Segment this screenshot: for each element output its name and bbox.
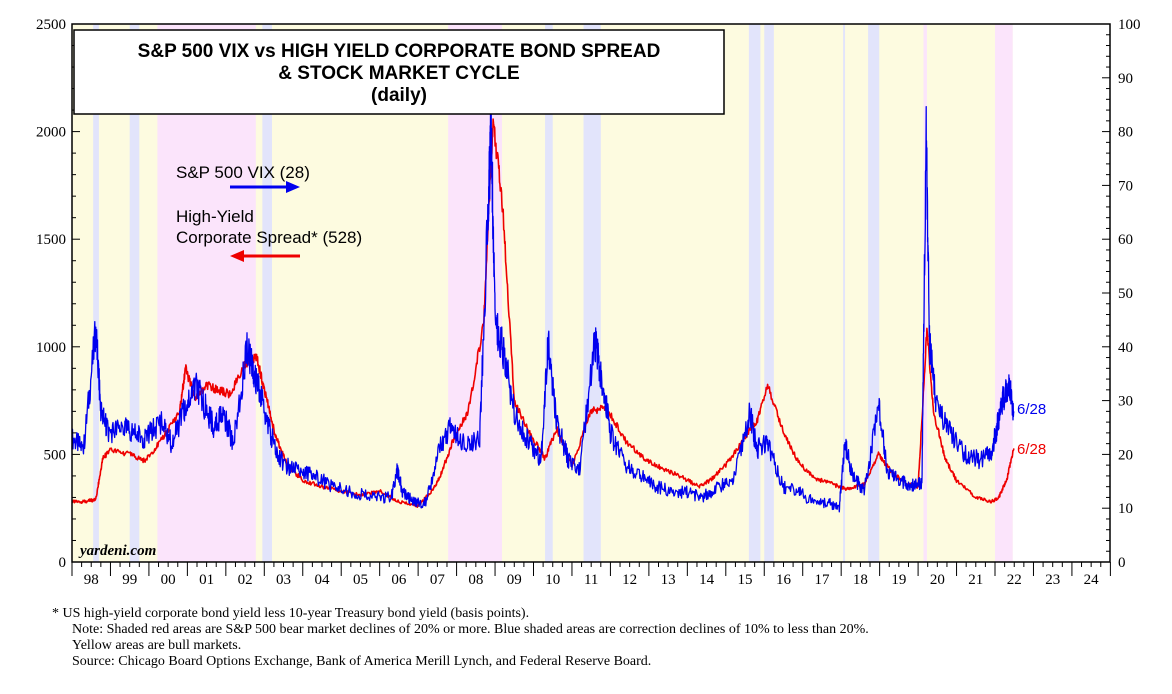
year-label-99: 99 [122,572,137,588]
left-tick-label-5: 2500 [36,17,66,33]
left-tick-label-0: 0 [59,555,67,571]
shade-blue-13 [868,24,880,562]
title-line-1: S&P 500 VIX vs HIGH YIELD CORPORATE BOND… [138,41,661,62]
right-axis: 0 10 20 30 40 50 60 70 80 90 100 [1102,17,1141,571]
year-label-16: 16 [776,572,792,588]
year-label-02: 02 [238,572,253,588]
left-tick-label-1: 500 [44,447,67,463]
spread-series-line [71,118,1015,509]
year-label-00: 00 [161,572,176,588]
right-tick-label-3: 30 [1118,394,1133,410]
year-label-17: 17 [814,572,830,588]
left-tick-label-4: 2000 [36,125,66,141]
legend-spread-label-1: High-Yield [176,207,254,226]
footnote-source: Source: Chicago Board Options Exchange, … [72,654,652,669]
shade-blue-5 [93,24,99,562]
shade-red-4 [995,24,1013,562]
right-tick-label-10: 100 [1118,17,1141,33]
title-box: S&P 500 VIX vs HIGH YIELD CORPORATE BOND… [73,29,725,115]
shade-blue-8 [545,24,553,562]
vix-end-label: 6/28 [1017,401,1046,418]
year-label-08: 08 [468,572,483,588]
year-label-04: 04 [314,572,330,588]
year-label-20: 20 [930,572,945,588]
legend: S&P 500 VIX (28) High-Yield Corporate Sp… [176,163,362,262]
left-tick-label-3: 1500 [36,232,66,248]
year-label-03: 03 [276,572,291,588]
year-label-19: 19 [891,572,906,588]
year-label-21: 21 [968,572,983,588]
series-layer [71,105,1015,513]
legend-spread-label-2: Corporate Spread* (528) [176,228,362,247]
vix-series-line [71,105,1015,513]
year-label-24: 24 [1084,572,1100,588]
footnote-note: Note: Shaded red areas are S&P 500 bear … [72,622,869,637]
right-tick-label-0: 0 [1118,555,1126,571]
year-label-01: 01 [199,572,214,588]
year-label-05: 05 [353,572,368,588]
year-label-13: 13 [661,572,676,588]
shade-blue-9 [583,24,601,562]
legend-spread-arrowhead-icon [230,250,244,262]
title-box-frame [73,29,725,115]
right-tick-label-6: 60 [1118,232,1133,248]
year-label-06: 06 [391,572,407,588]
right-tick-label-7: 70 [1118,178,1133,194]
legend-vix-arrowhead-icon [286,181,300,193]
year-label-14: 14 [699,572,715,588]
legend-vix-label: S&P 500 VIX (28) [176,163,310,182]
year-label-23: 23 [1045,572,1060,588]
year-label-07: 07 [430,572,446,588]
year-label-12: 12 [622,572,637,588]
year-label-11: 11 [584,572,598,588]
left-tick-label-2: 1000 [36,340,66,356]
shade-red-3 [923,24,927,562]
watermark: yardeni.com [78,543,156,559]
year-label-15: 15 [738,572,753,588]
title-line-2: & STOCK MARKET CYCLE [278,63,519,84]
year-label-22: 22 [1007,572,1022,588]
right-tick-label-5: 50 [1118,286,1133,302]
shade-blue-10 [748,24,761,562]
title-line-3: (daily) [371,85,427,106]
spread-end-label: 6/28 [1017,441,1046,458]
year-label-98: 98 [84,572,99,588]
right-tick-label-1: 10 [1118,501,1133,517]
right-tick-label-9: 90 [1118,71,1133,87]
year-label-10: 10 [545,572,560,588]
footnote-bull: Yellow areas are bull markets. [72,638,242,653]
right-tick-label-2: 20 [1118,447,1133,463]
right-tick-label-8: 80 [1118,125,1133,141]
left-axis: 0 500 1000 1500 2000 2500 [36,17,80,571]
shade-blue-6 [129,24,140,562]
shade-blue-11 [764,24,774,562]
footnote-asterisk: * US high-yield corporate bond yield les… [52,606,530,621]
footnotes: * US high-yield corporate bond yield les… [52,606,1152,670]
shade-blue-7 [262,24,272,562]
x-axis: 98 99 00 01 02 03 04 05 06 07 08 09 10 11 12 13 14 15 16 17… [71,562,1111,588]
year-label-18: 18 [853,572,868,588]
right-tick-label-4: 40 [1118,340,1133,356]
year-label-09: 09 [507,572,522,588]
shade-blue-12 [843,24,846,562]
